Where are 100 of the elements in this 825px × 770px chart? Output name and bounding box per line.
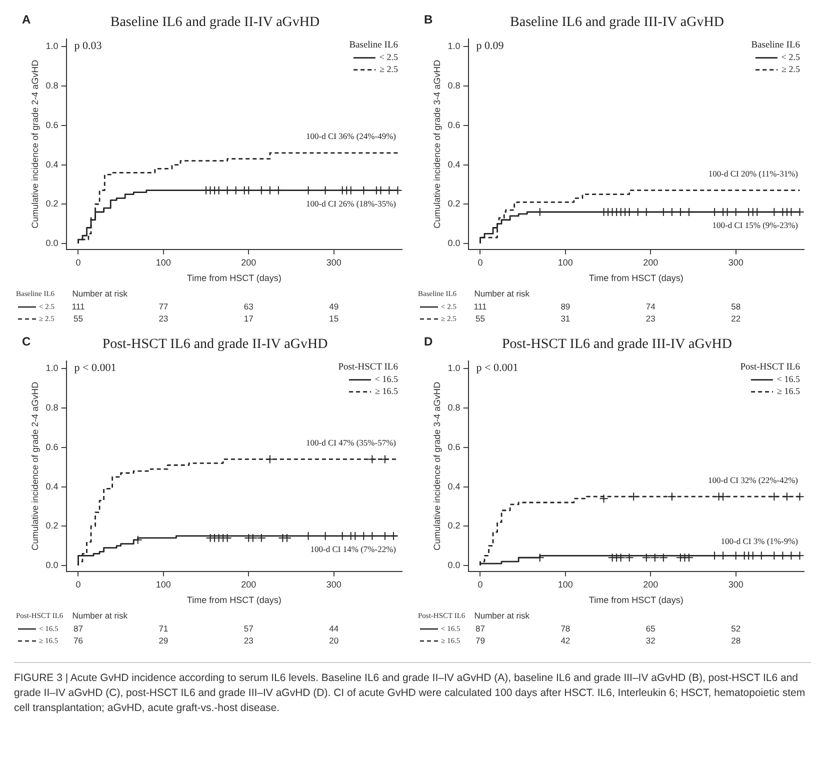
x-tick-label: 100 xyxy=(156,257,171,268)
text: 89 xyxy=(560,301,570,312)
text: 65 xyxy=(646,623,656,634)
x-axis-title: Time from HSCT (days) xyxy=(186,273,282,284)
annotation: 100-d CI 20% (11%-31%) xyxy=(708,168,798,179)
annotation: 100-d CI 3% (1%-9%) xyxy=(720,536,798,546)
x-tick-label: 200 xyxy=(643,579,658,590)
point xyxy=(599,494,608,504)
y-tick-label: 0.2 xyxy=(46,198,58,209)
x-axis-title: Time from HSCT (days) xyxy=(186,595,282,606)
x-axis-title: Time from HSCT (days) xyxy=(588,595,684,606)
point xyxy=(658,553,668,562)
text: 111 xyxy=(474,301,487,312)
text: 63 xyxy=(244,301,254,312)
point xyxy=(624,553,634,562)
legend-title: Post-HSCT IL6 xyxy=(740,362,800,372)
legend-title: Baseline IL6 xyxy=(751,40,800,50)
text: 29 xyxy=(158,635,168,646)
y-tick-label: 1.0 xyxy=(448,363,460,374)
point xyxy=(650,553,660,562)
y-tick-label: 1.0 xyxy=(448,41,460,52)
y-tick-label: 1.0 xyxy=(46,363,58,374)
y-tick-label: 0.8 xyxy=(448,402,460,413)
chart-title: Post-HSCT IL6 and grade II-IV aGvHD xyxy=(102,337,328,352)
y-tick-label: 0.8 xyxy=(46,402,58,413)
chart-title: Baseline IL6 and grade III-IV aGvHD xyxy=(510,15,724,30)
chart-title: Post-HSCT IL6 and grade III-IV aGvHD xyxy=(502,337,732,352)
y-tick-label: 0.4 xyxy=(448,481,460,492)
legend-label: ≥ 2.5 xyxy=(380,64,398,74)
y-axis-title: Cumulative incidence of grade 3-4 aGvHD xyxy=(432,381,442,550)
annotation: 100-d CI 15% (9%-23%) xyxy=(712,220,798,230)
annotation: p < 0.001 xyxy=(74,362,116,374)
annotation: 100-d CI 32% (22%-42%) xyxy=(708,474,798,485)
text: A xyxy=(22,12,31,26)
point xyxy=(795,492,804,502)
text: 17 xyxy=(244,313,254,324)
text: D xyxy=(424,334,433,348)
x-tick-label: 300 xyxy=(326,257,342,268)
text: 55 xyxy=(476,313,486,324)
text: Number at risk xyxy=(474,288,530,298)
text: 71 xyxy=(158,623,168,634)
x-tick-label: 100 xyxy=(156,579,171,590)
text: 23 xyxy=(244,635,254,646)
y-tick-label: 0.0 xyxy=(46,560,58,570)
text: 28 xyxy=(731,635,741,646)
point xyxy=(667,492,676,502)
annotation: 100-d CI 36% (24%-49%) xyxy=(306,131,396,142)
x-tick-label: 0 xyxy=(478,579,483,590)
legend-label: < 2.5 xyxy=(379,52,398,62)
annotation: p 0.03 xyxy=(74,40,102,52)
y-tick-label: 0.6 xyxy=(46,442,58,452)
text: Number at risk xyxy=(72,288,128,298)
legend-label: ≥ 16.5 xyxy=(375,386,398,396)
point xyxy=(684,553,694,562)
text: 87 xyxy=(476,623,486,634)
text: 42 xyxy=(560,635,570,646)
text: C xyxy=(22,334,31,348)
chart-title: Baseline IL6 and grade II-IV aGvHD xyxy=(110,15,320,30)
y-tick-label: 0.4 xyxy=(46,481,58,492)
point xyxy=(368,454,377,464)
x-tick-label: 100 xyxy=(558,579,573,590)
y-tick-label: 1.0 xyxy=(46,41,58,52)
y-tick-label: 0.0 xyxy=(46,238,58,248)
text: 31 xyxy=(560,313,570,324)
y-tick-label: 0.4 xyxy=(46,159,58,170)
text: 74 xyxy=(646,301,656,312)
x-tick-label: 200 xyxy=(241,579,256,590)
y-tick-label: 0.0 xyxy=(448,560,460,570)
text: 87 xyxy=(74,623,84,634)
annotation: 100-d CI 14% (7%-22%) xyxy=(310,544,396,554)
y-axis-title: Cumulative incidence of grade 3-4 aGvHD xyxy=(432,59,442,228)
legend-title: Baseline IL6 xyxy=(349,40,398,50)
y-axis-title: Cumulative incidence of grade 2-4 aGvHD xyxy=(30,59,40,228)
legend-label: ≥ 2.5 xyxy=(782,64,800,74)
y-tick-label: 0.6 xyxy=(448,442,460,452)
legend-label: < 16.5 xyxy=(776,374,800,384)
x-tick-label: 300 xyxy=(728,257,744,268)
point xyxy=(616,553,626,562)
text: 23 xyxy=(646,313,656,324)
annotation: p 0.09 xyxy=(476,40,504,52)
y-tick-label: 0.6 xyxy=(448,120,460,130)
y-tick-label: 0.4 xyxy=(448,159,460,170)
x-axis-title: Time from HSCT (days) xyxy=(588,273,684,284)
text: 57 xyxy=(244,623,254,634)
text: 55 xyxy=(74,313,84,324)
x-tick-label: 0 xyxy=(76,257,81,268)
legend-label: < 2.5 xyxy=(781,52,800,62)
text: 22 xyxy=(731,313,741,324)
y-tick-label: 0.0 xyxy=(448,238,460,248)
y-axis-title: Cumulative incidence of grade 2-4 aGvHD xyxy=(30,381,40,550)
point xyxy=(642,553,651,562)
text: 76 xyxy=(74,635,84,646)
annotation: 100-d CI 47% (35%-57%) xyxy=(306,437,396,448)
text: 77 xyxy=(158,301,168,312)
y-tick-label: 0.8 xyxy=(46,80,58,91)
x-tick-label: 300 xyxy=(728,579,744,590)
text: 49 xyxy=(329,301,339,312)
text: Number at risk xyxy=(474,610,530,620)
text: B xyxy=(424,12,433,26)
text: 15 xyxy=(329,313,339,324)
